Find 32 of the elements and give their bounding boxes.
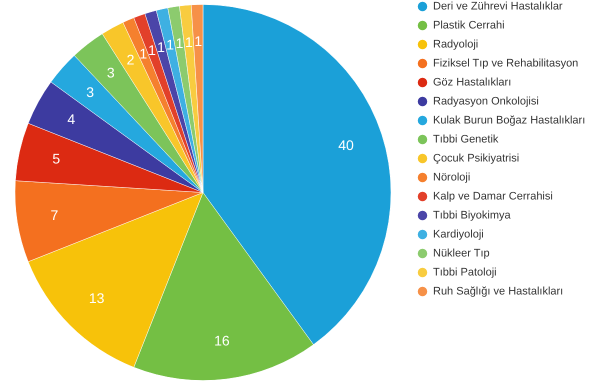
data-label: 3 [106, 64, 115, 81]
data-label: 1 [157, 39, 166, 56]
legend-label: Tıbbi Biyokimya [433, 210, 512, 222]
legend-label: Tıbbi Patoloji [433, 266, 497, 278]
legend-label: Plastik Cerrahi [433, 20, 505, 32]
data-label: 5 [52, 150, 60, 167]
legend-label: Göz Hastalıkları [433, 76, 512, 88]
data-label: 4 [67, 111, 76, 128]
legend-label: Ruh Sağlığı ve Hastalıkları [433, 286, 564, 298]
legend-label: Fiziksel Tıp ve Rehabilitasyon [433, 58, 578, 70]
data-label: 1 [176, 34, 184, 51]
legend-label: Radyoloji [433, 38, 478, 50]
legend-label: Nükleer Tıp [433, 248, 490, 260]
data-label: 40 [338, 137, 354, 154]
legend-label: Nöroloji [433, 172, 470, 184]
legend-label: Tıbbi Genetik [433, 134, 499, 146]
data-label: 16 [214, 332, 230, 349]
data-label: 3 [86, 84, 94, 100]
legend-label: Kalp ve Damar Cerrahisi [433, 190, 553, 202]
data-label: 13 [88, 290, 105, 306]
legend-label: Kulak Burun Boğaz Hastalıkları [433, 114, 586, 126]
data-label: 1 [184, 34, 193, 50]
data-label: 1 [166, 36, 174, 53]
legend-label: Çocuk Psikiyatrisi [433, 152, 520, 164]
legend-label: Kardiyoloji [433, 228, 484, 240]
legend-label: Radyasyon Onkolojisi [433, 96, 539, 108]
data-label: 1 [139, 45, 148, 62]
data-label: 1 [148, 42, 156, 58]
data-label: 2 [126, 52, 135, 68]
legend-label: Deri ve Zührevi Hastalıklar [433, 0, 563, 12]
data-label: 1 [194, 33, 202, 50]
data-label: 7 [50, 207, 59, 224]
